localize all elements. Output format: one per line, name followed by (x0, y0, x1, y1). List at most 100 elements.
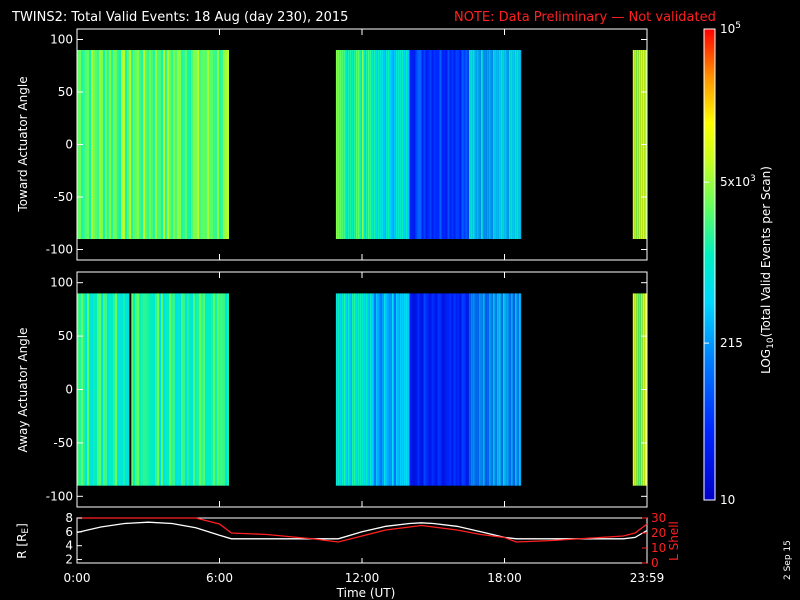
heatmap-cell (227, 50, 229, 239)
heatmap-cell (211, 293, 213, 486)
heatmap-cell (111, 293, 113, 486)
heatmap-cell (423, 293, 426, 486)
heatmap-cell (159, 50, 161, 239)
heatmap-cell (457, 50, 460, 239)
heatmap-cell (389, 50, 392, 239)
y-tick-label: 100 (50, 276, 73, 290)
heatmap-cell (496, 50, 499, 239)
heatmap-cell (369, 50, 372, 239)
heatmap-cell (415, 293, 418, 486)
y-tick-label: -50 (53, 190, 73, 204)
heatmap-cell (347, 293, 350, 486)
heatmap-cell (401, 50, 404, 239)
heatmap-cell (419, 293, 422, 486)
heatmap-cell (476, 50, 479, 239)
heatmap-cell (472, 50, 475, 239)
heatmap-cell (141, 50, 143, 239)
heatmap-cell (449, 50, 452, 239)
heatmap-cell (213, 293, 215, 486)
heatmap-cell (157, 50, 159, 239)
colorbar-tick-label: 5x103 (720, 174, 756, 189)
heatmap-cell (632, 50, 635, 239)
heatmap-cell (484, 50, 487, 239)
heatmap-cell (413, 293, 416, 486)
heatmap-cell (355, 50, 358, 239)
heatmap-cell (492, 50, 495, 239)
heatmap-cell (435, 50, 438, 239)
heatmap-cell (121, 293, 123, 486)
heatmap-cell (467, 293, 469, 486)
heatmap-cell (215, 50, 217, 239)
heatmap-cell (155, 293, 157, 486)
heatmap-cell (115, 293, 117, 486)
heatmap-cell (638, 50, 641, 239)
heatmap-cell (177, 293, 179, 486)
heatmap-cell (343, 293, 346, 486)
lshell-tick-label: 0 (651, 556, 659, 570)
heatmap-cell (125, 293, 127, 486)
heatmap-cell (83, 293, 85, 486)
heatmap-cell (451, 50, 454, 239)
heatmap-cell (486, 50, 489, 239)
heatmap-cell (335, 50, 338, 239)
heatmap-cell (459, 293, 462, 486)
heatmap-cell (401, 293, 404, 486)
heatmap-cell (383, 50, 386, 239)
heatmap-cell (441, 293, 444, 486)
heatmap-cell (373, 50, 376, 239)
heatmap-cell (387, 293, 390, 486)
heatmap-cell (187, 293, 189, 486)
lshell-tick-label: 10 (651, 541, 666, 555)
heatmap-cell (127, 293, 129, 486)
heatmap-cell (147, 293, 149, 486)
r-series-line (76, 521, 648, 540)
away-ylabel: Away Actuator Angle (16, 327, 30, 452)
heatmap-cell (638, 293, 641, 486)
heatmap-cell (389, 293, 392, 486)
heatmap-cell (165, 293, 167, 486)
heatmap-cell (512, 293, 515, 486)
preliminary-note: NOTE: Data Preliminary — Not validated (454, 10, 716, 25)
heatmap-cell (427, 50, 430, 239)
heatmap-cell (361, 293, 364, 486)
heatmap-cell (353, 50, 356, 239)
heatmap-cell (506, 50, 509, 239)
heatmap-cell (411, 293, 414, 486)
heatmap-cell (514, 293, 517, 486)
heatmap-cell (411, 50, 414, 239)
heatmap-cell (447, 50, 450, 239)
x-axis-title: Time (UT) (336, 586, 396, 600)
heatmap-cell (367, 50, 370, 239)
heatmap-cell (117, 293, 119, 486)
heatmap-cell (421, 50, 424, 239)
heatmap-cell (474, 50, 477, 239)
x-tick-label: 18:00 (487, 571, 522, 585)
heatmap-cell (173, 50, 175, 239)
heatmap-cell (363, 293, 366, 486)
heatmap-cell (403, 293, 406, 486)
colorbar-tick-exponent: 3 (750, 174, 756, 184)
heatmap-cell (209, 293, 211, 486)
heatmap-cell (490, 50, 493, 239)
heatmap-cell (195, 50, 197, 239)
heatmap-cell (480, 50, 483, 239)
y-tick-label: 100 (50, 33, 73, 47)
heatmap-cell (431, 50, 434, 239)
heatmap-cell (199, 50, 201, 239)
heatmap-cell (451, 293, 454, 486)
lshell-tick-label: 30 (651, 511, 666, 525)
heatmap-cell (508, 293, 511, 486)
toward-heatmap-panel: 100 50 0 -50 -100 (46, 28, 648, 261)
heatmap-cell (377, 50, 380, 239)
heatmap-cell (349, 50, 352, 239)
heatmap-cell (463, 50, 466, 239)
heatmap-cell (407, 293, 410, 486)
heatmap-cell (461, 293, 464, 486)
heatmap-cell (508, 50, 511, 239)
heatmap-cell (478, 50, 481, 239)
heatmap-cell (121, 50, 123, 239)
heatmap-cell (361, 50, 364, 239)
r-tick-label: 2 (65, 553, 73, 567)
heatmap-cell (179, 50, 181, 239)
heatmap-cell (381, 50, 384, 239)
